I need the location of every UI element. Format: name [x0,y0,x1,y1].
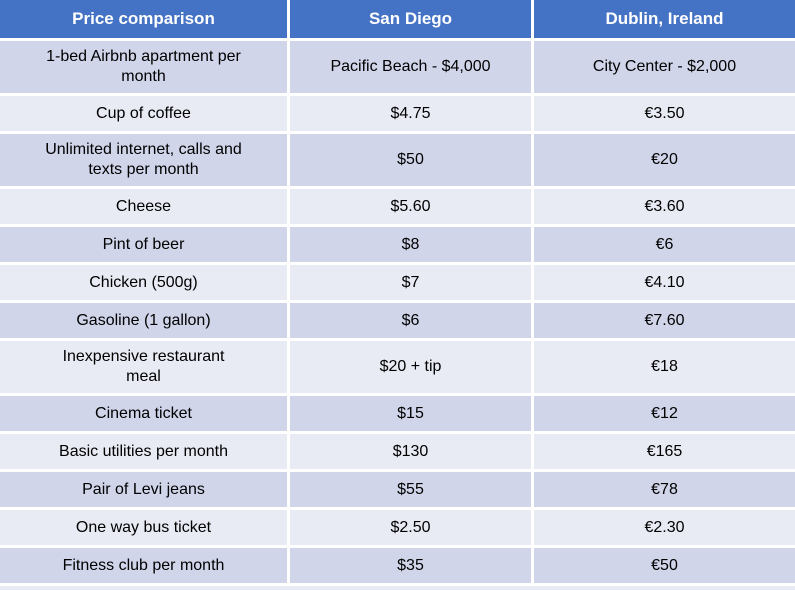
dublin-price-cell: €50 [534,548,795,583]
san-diego-price-cell: $5.60 [290,189,531,224]
column-header-price-comparison: Price comparison [0,0,287,38]
san-diego-price-cell: $15 [290,396,531,431]
dublin-price-cell: €12 [534,396,795,431]
dublin-price-cell: €3.50 [534,96,795,131]
row-label-cell: One way bus ticket [0,510,287,545]
san-diego-price-cell: $55 [290,472,531,507]
dublin-price-cell: €6 [534,227,795,262]
row-label-cell: Basic utilities per month [0,434,287,469]
row-label-cell: Unlimited internet, calls and texts per … [0,134,287,186]
san-diego-price-cell: $130 [290,434,531,469]
row-label-cell: Fitness club per month [0,548,287,583]
row-label-cell: 1-bed Airbnb apartment per month [0,41,287,93]
row-label-cell: Cup of coffee [0,96,287,131]
san-diego-price-cell: $50 [290,134,531,186]
row-label-cell: Pair of Levi jeans [0,472,287,507]
dublin-price-cell: €18 [534,341,795,393]
row-label-cell: Pint of beer [0,227,287,262]
san-diego-price-cell: $7 [290,265,531,300]
dublin-price-cell: €4.10 [534,265,795,300]
dublin-price-cell: €165 [534,434,795,469]
san-diego-price-cell: Pacific Beach - $4,000 [290,41,531,93]
column-header-san-diego: San Diego [290,0,531,38]
dublin-price-cell: €3.60 [534,189,795,224]
dublin-price-cell: €7.60 [534,303,795,338]
san-diego-price-cell: $35 [290,548,531,583]
row-label-cell: Cheese [0,189,287,224]
row-label-cell: Chicken (500g) [0,265,287,300]
dublin-price-cell: €20 [534,134,795,186]
table-bottom-edge [0,586,795,590]
san-diego-price-cell: $2.50 [290,510,531,545]
row-label-cell: Inexpensive restaurant meal [0,341,287,393]
san-diego-price-cell: $8 [290,227,531,262]
dublin-price-cell: €78 [534,472,795,507]
dublin-price-cell: City Center - $2,000 [534,41,795,93]
san-diego-price-cell: $4.75 [290,96,531,131]
row-label-cell: Cinema ticket [0,396,287,431]
row-label-cell: Gasoline (1 gallon) [0,303,287,338]
dublin-price-cell: €2.30 [534,510,795,545]
column-header-dublin-ireland: Dublin, Ireland [534,0,795,38]
san-diego-price-cell: $6 [290,303,531,338]
san-diego-price-cell: $20 + tip [290,341,531,393]
